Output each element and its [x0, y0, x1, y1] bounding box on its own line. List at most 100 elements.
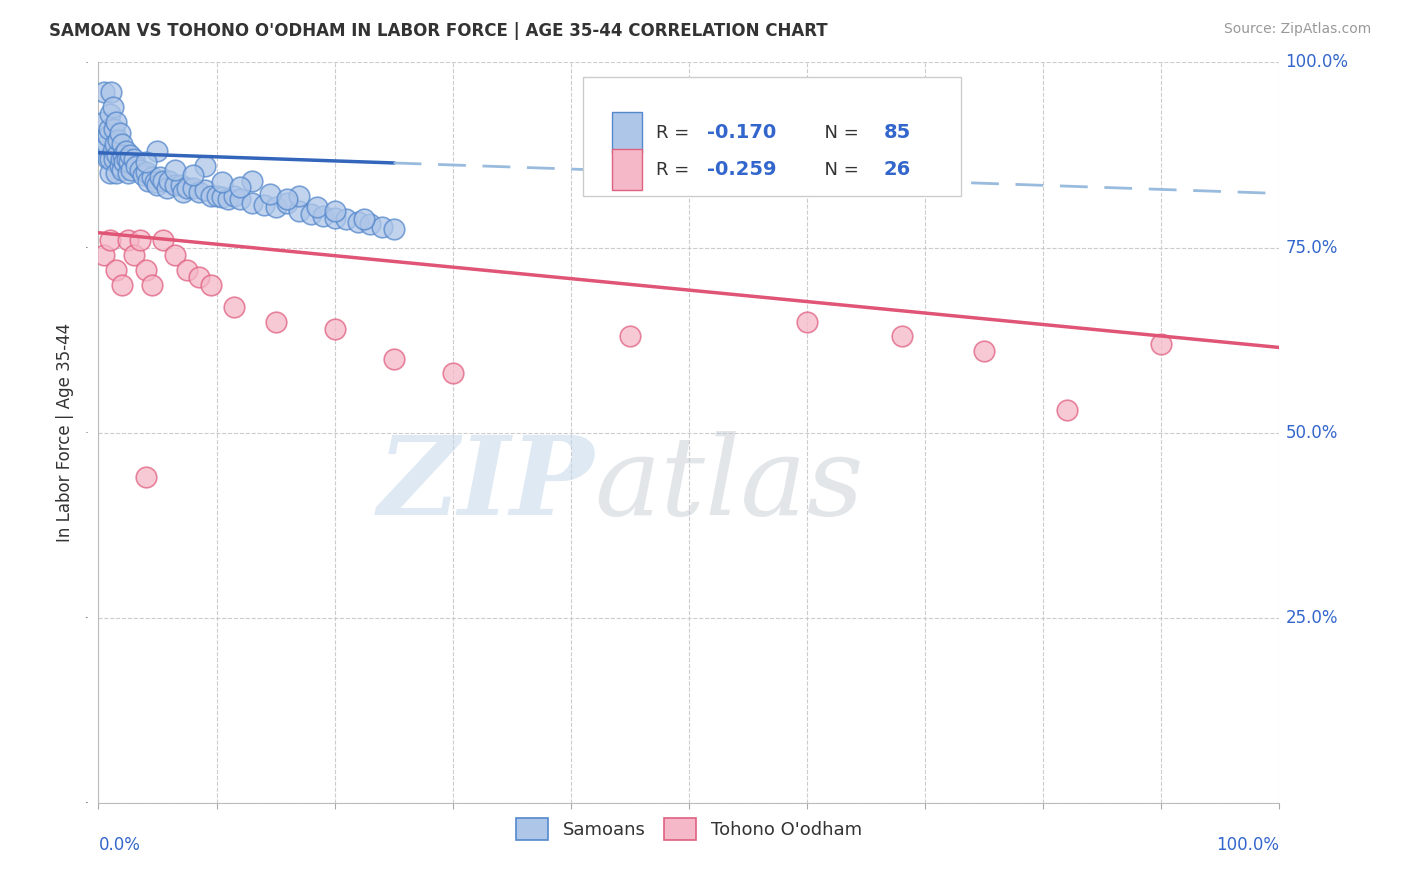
Point	[105, 262, 128, 277]
Point	[122, 248, 145, 262]
Point	[224, 300, 246, 314]
Text: R =: R =	[655, 161, 695, 178]
Y-axis label: In Labor Force | Age 35-44: In Labor Force | Age 35-44	[56, 323, 75, 542]
Point	[200, 277, 222, 292]
Point	[136, 174, 159, 188]
Point	[152, 233, 174, 247]
Point	[118, 155, 141, 169]
Point	[107, 133, 129, 147]
Point	[156, 181, 179, 195]
Text: SAMOAN VS TOHONO O'ODHAM IN LABOR FORCE | AGE 35-44 CORRELATION CHART: SAMOAN VS TOHONO O'ODHAM IN LABOR FORCE …	[49, 22, 828, 40]
Point	[141, 170, 163, 185]
Point	[135, 470, 157, 484]
Point	[253, 197, 276, 211]
Point	[110, 152, 132, 166]
Point	[299, 207, 322, 221]
Point	[441, 367, 464, 381]
Point	[176, 262, 198, 277]
Point	[323, 203, 346, 218]
Point	[200, 188, 222, 202]
Point	[101, 145, 124, 159]
Point	[93, 114, 115, 128]
Text: N =: N =	[813, 124, 865, 142]
Point	[98, 166, 121, 180]
Point	[98, 107, 121, 121]
Point	[132, 168, 155, 182]
Point	[91, 145, 114, 159]
Point	[93, 248, 115, 262]
Point	[135, 155, 157, 169]
Text: 85: 85	[884, 123, 911, 143]
Point	[194, 159, 217, 173]
Text: 25.0%: 25.0%	[1285, 608, 1339, 627]
Text: R =: R =	[655, 124, 695, 142]
Point	[103, 152, 125, 166]
Point	[229, 193, 252, 207]
Point	[305, 200, 328, 214]
Text: -0.170: -0.170	[707, 123, 776, 143]
Point	[122, 152, 145, 166]
Point	[181, 168, 204, 182]
Point	[353, 212, 375, 227]
Point	[205, 188, 228, 202]
Text: Source: ZipAtlas.com: Source: ZipAtlas.com	[1223, 22, 1371, 37]
Point	[276, 193, 298, 207]
Point	[135, 165, 157, 179]
Point	[240, 196, 263, 211]
Point	[98, 152, 121, 166]
Point	[312, 210, 335, 224]
Point	[111, 136, 134, 151]
Point	[114, 145, 136, 159]
Point	[146, 145, 169, 159]
Point	[288, 203, 311, 218]
Text: ZIP: ZIP	[378, 431, 595, 538]
Point	[141, 277, 163, 292]
Point	[211, 175, 233, 189]
Point	[323, 211, 346, 225]
Point	[335, 212, 357, 227]
Point	[382, 222, 405, 236]
Point	[264, 200, 287, 214]
Text: 50.0%: 50.0%	[1285, 424, 1337, 442]
Point	[181, 181, 204, 195]
Point	[288, 188, 311, 202]
Point	[128, 162, 150, 177]
Point	[97, 152, 120, 166]
Point	[98, 233, 121, 247]
Point	[157, 174, 180, 188]
Point	[105, 114, 128, 128]
Point	[115, 152, 138, 166]
Point	[146, 178, 169, 192]
Point	[1150, 336, 1173, 351]
Point	[143, 175, 166, 189]
Point	[105, 166, 128, 180]
FancyBboxPatch shape	[582, 78, 960, 195]
Text: 26: 26	[884, 161, 911, 179]
Text: 0.0%: 0.0%	[98, 836, 141, 855]
Point	[264, 314, 287, 328]
Text: -0.259: -0.259	[707, 161, 776, 179]
Point	[98, 122, 121, 136]
Point	[323, 322, 346, 336]
Point	[187, 270, 209, 285]
Point	[103, 122, 125, 136]
Point	[165, 162, 187, 177]
Point	[1056, 403, 1078, 417]
Point	[211, 190, 233, 204]
Point	[187, 185, 209, 199]
Point	[371, 219, 394, 234]
Text: 100.0%: 100.0%	[1285, 54, 1348, 71]
Point	[96, 136, 118, 151]
Point	[108, 126, 131, 140]
Point	[135, 262, 157, 277]
Point	[217, 193, 239, 207]
Text: 75.0%: 75.0%	[1285, 238, 1337, 257]
Point	[117, 233, 139, 247]
Point	[359, 217, 381, 231]
Point	[224, 188, 246, 202]
Point	[796, 314, 818, 328]
Point	[120, 148, 142, 162]
Point	[121, 162, 143, 177]
Point	[170, 178, 193, 192]
Point	[117, 166, 139, 180]
